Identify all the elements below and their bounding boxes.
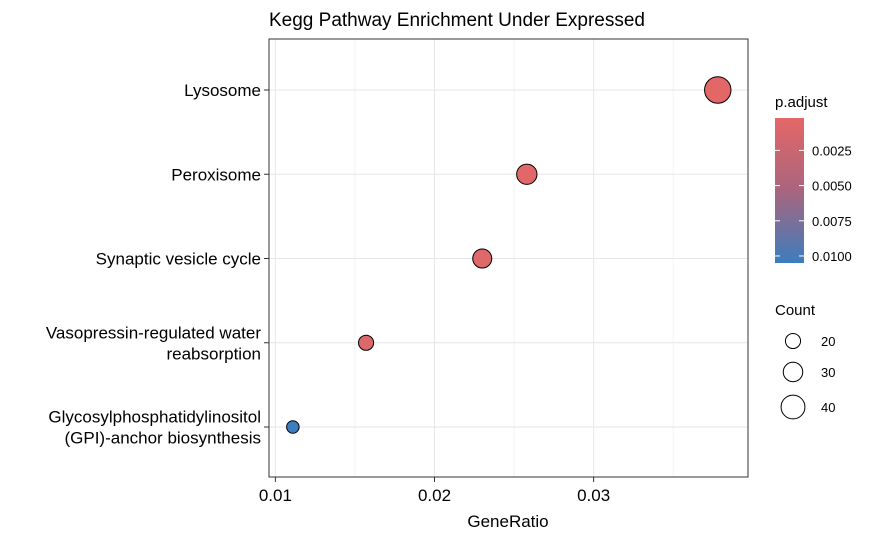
color-legend-label: 0.0075 [812,214,852,229]
y-tick-label: Synaptic vesicle cycle [96,250,261,269]
grid-lines [269,39,748,477]
color-legend-label: 0.0050 [812,179,852,194]
data-point [516,163,538,185]
color-legend: p.adjust 0.0025 0.0050 0.0075 0.0100 [775,94,852,264]
size-legend-title: Count [775,302,816,319]
x-tick-label: 0.02 [418,486,451,505]
data-point [286,420,300,434]
chart-title: Kegg Pathway Enrichment Under Expressed [269,10,645,31]
color-legend-label: 0.0025 [812,143,852,158]
data-points [286,76,732,434]
x-axis-title: GeneRatio [467,512,548,531]
size-legend: Count 20 30 40 [775,302,835,420]
size-legend-key [782,361,804,383]
color-legend-bar [775,118,804,263]
x-tick-label: 0.03 [577,486,610,505]
size-legend-key [784,332,802,350]
color-legend-title: p.adjust [775,94,828,111]
size-legend-label: 30 [821,365,835,380]
color-legend-label: 0.0100 [812,249,852,264]
x-tick-label: 0.01 [259,486,292,505]
data-point [472,248,493,269]
size-legend-key [780,394,806,420]
y-axis: Glycosylphosphatidylinositol (GPI)-anchor… [46,81,269,448]
data-point [704,76,732,104]
size-legend-label: 40 [821,400,835,415]
y-tick-label: Lysosome [184,81,261,100]
y-tick-label: Glycosylphosphatidylinositol (GPI)-anchor… [48,408,261,448]
x-axis: 0.01 0.02 0.03 [259,477,610,505]
size-legend-label: 20 [821,334,835,349]
y-tick-label: Peroxisome [171,165,261,184]
data-point [358,334,375,351]
y-tick-label: Vasopressin-regulated water reabsorption [46,323,261,363]
